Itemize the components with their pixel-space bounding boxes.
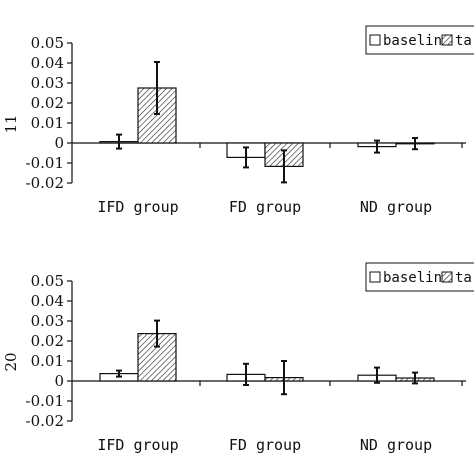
y-axis-label: 11 [2,114,20,133]
legend: baseline ta [365,25,474,55]
chart-panel-1: 0.05 0.04 0.03 0.02 0.01 0 -0.01 -0.02 11 IFD gro… [2,25,474,216]
y-tick-label: 0.03 [31,74,64,92]
y-tick-label: -0.01 [26,154,64,172]
y-tick-label: 0.02 [31,94,64,112]
category-label: ND group [360,436,432,454]
y-tick-label: 0 [54,372,64,390]
y-tick-label: 0.05 [31,272,64,290]
y-tick-label: 0.05 [31,34,64,52]
y-tick-label: -0.02 [26,174,64,192]
chart-panels: 0.05 0.04 0.03 0.02 0.01 0 -0.01 -0.02 11 IFD gro… [2,25,474,454]
legend-label-ta: ta [455,33,472,49]
y-tick-label: 0.02 [31,332,64,350]
chart-panel-2: 0.05 0.04 0.03 0.02 0.01 0 -0.01 -0.02 20 IFD gro… [2,262,474,454]
category-label: FD group [229,436,301,454]
y-tick-label: 0.03 [31,312,64,330]
y-tick-label: 0 [54,134,64,152]
legend-frame [365,262,474,292]
y-tick-label: 0.04 [31,54,64,72]
category-label: IFD group [97,198,178,216]
legend-label-ta: ta [455,270,472,286]
legend-label-baseline: baseline [383,270,450,286]
legend: baseline ta [365,262,474,292]
category-label: ND group [360,198,432,216]
y-axis-label: 20 [2,352,20,371]
category-label: FD group [229,198,301,216]
category-label: IFD group [97,436,178,454]
legend-frame [365,25,474,55]
y-tick-label: -0.02 [26,412,64,430]
y-tick-label: -0.01 [26,392,64,410]
legend-swatch-baseline [369,34,381,46]
y-tick-label: 0.01 [31,114,64,132]
y-tick-label: 0.04 [31,292,64,310]
y-tick-label: 0.01 [31,352,64,370]
legend-swatch-ta [441,34,453,46]
legend-label-baseline: baseline [383,33,450,49]
legend-swatch-baseline [369,271,381,283]
legend-swatch-ta [441,271,453,283]
